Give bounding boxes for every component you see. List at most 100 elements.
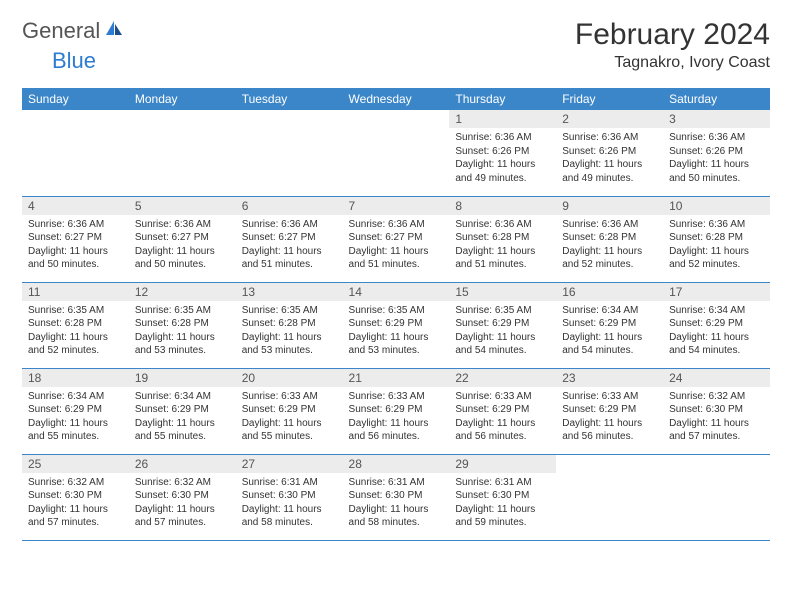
sunset-text: Sunset: 6:28 PM [562, 231, 657, 245]
daylight-text: Daylight: 11 hours and 50 minutes. [669, 158, 764, 185]
sunset-text: Sunset: 6:29 PM [455, 317, 550, 331]
calendar-row: 11Sunrise: 6:35 AMSunset: 6:28 PMDayligh… [22, 282, 770, 368]
day-number: 2 [556, 110, 663, 128]
sunset-text: Sunset: 6:27 PM [28, 231, 123, 245]
sunrise-text: Sunrise: 6:32 AM [669, 390, 764, 404]
sunrise-text: Sunrise: 6:33 AM [242, 390, 337, 404]
sunset-text: Sunset: 6:30 PM [455, 489, 550, 503]
calendar-cell: 3Sunrise: 6:36 AMSunset: 6:26 PMDaylight… [663, 110, 770, 196]
daylight-text: Daylight: 11 hours and 58 minutes. [242, 503, 337, 530]
daylight-text: Daylight: 11 hours and 54 minutes. [455, 331, 550, 358]
calendar-cell: 14Sunrise: 6:35 AMSunset: 6:29 PMDayligh… [343, 282, 450, 368]
calendar-row: 18Sunrise: 6:34 AMSunset: 6:29 PMDayligh… [22, 368, 770, 454]
sunset-text: Sunset: 6:28 PM [455, 231, 550, 245]
calendar-cell: 21Sunrise: 6:33 AMSunset: 6:29 PMDayligh… [343, 368, 450, 454]
day-number: 10 [663, 197, 770, 215]
sunrise-text: Sunrise: 6:36 AM [455, 218, 550, 232]
sunset-text: Sunset: 6:27 PM [349, 231, 444, 245]
daylight-text: Daylight: 11 hours and 56 minutes. [455, 417, 550, 444]
logo-text-general: General [22, 18, 100, 44]
calendar-row: 25Sunrise: 6:32 AMSunset: 6:30 PMDayligh… [22, 454, 770, 540]
sunrise-text: Sunrise: 6:36 AM [135, 218, 230, 232]
daylight-text: Daylight: 11 hours and 58 minutes. [349, 503, 444, 530]
day-details: Sunrise: 6:36 AMSunset: 6:26 PMDaylight:… [556, 128, 663, 188]
sunrise-text: Sunrise: 6:35 AM [242, 304, 337, 318]
calendar-cell: 25Sunrise: 6:32 AMSunset: 6:30 PMDayligh… [22, 454, 129, 540]
calendar-cell: 4Sunrise: 6:36 AMSunset: 6:27 PMDaylight… [22, 196, 129, 282]
sunrise-text: Sunrise: 6:36 AM [455, 131, 550, 145]
sunrise-text: Sunrise: 6:34 AM [669, 304, 764, 318]
daylight-text: Daylight: 11 hours and 57 minutes. [135, 503, 230, 530]
day-number: 11 [22, 283, 129, 301]
sunrise-text: Sunrise: 6:34 AM [28, 390, 123, 404]
calendar-row: 4Sunrise: 6:36 AMSunset: 6:27 PMDaylight… [22, 196, 770, 282]
sunrise-text: Sunrise: 6:32 AM [28, 476, 123, 490]
sunrise-text: Sunrise: 6:31 AM [455, 476, 550, 490]
day-number: 13 [236, 283, 343, 301]
daylight-text: Daylight: 11 hours and 59 minutes. [455, 503, 550, 530]
sunset-text: Sunset: 6:29 PM [562, 403, 657, 417]
day-details: Sunrise: 6:36 AMSunset: 6:27 PMDaylight:… [129, 215, 236, 275]
day-number: 17 [663, 283, 770, 301]
sunrise-text: Sunrise: 6:36 AM [562, 131, 657, 145]
sunset-text: Sunset: 6:29 PM [349, 317, 444, 331]
logo: General [22, 18, 126, 44]
day-number: 15 [449, 283, 556, 301]
daylight-text: Daylight: 11 hours and 50 minutes. [28, 245, 123, 272]
calendar-cell: 7Sunrise: 6:36 AMSunset: 6:27 PMDaylight… [343, 196, 450, 282]
day-details: Sunrise: 6:36 AMSunset: 6:26 PMDaylight:… [663, 128, 770, 188]
daylight-text: Daylight: 11 hours and 56 minutes. [562, 417, 657, 444]
sunrise-text: Sunrise: 6:33 AM [349, 390, 444, 404]
day-number: 14 [343, 283, 450, 301]
day-details: Sunrise: 6:34 AMSunset: 6:29 PMDaylight:… [663, 301, 770, 361]
daylight-text: Daylight: 11 hours and 52 minutes. [669, 245, 764, 272]
sunset-text: Sunset: 6:27 PM [242, 231, 337, 245]
dow-wednesday: Wednesday [343, 88, 450, 110]
day-number: 16 [556, 283, 663, 301]
calendar-cell: 12Sunrise: 6:35 AMSunset: 6:28 PMDayligh… [129, 282, 236, 368]
daylight-text: Daylight: 11 hours and 49 minutes. [455, 158, 550, 185]
day-number: 3 [663, 110, 770, 128]
sunset-text: Sunset: 6:29 PM [242, 403, 337, 417]
sunset-text: Sunset: 6:29 PM [135, 403, 230, 417]
day-details: Sunrise: 6:35 AMSunset: 6:29 PMDaylight:… [343, 301, 450, 361]
daylight-text: Daylight: 11 hours and 49 minutes. [562, 158, 657, 185]
sunrise-text: Sunrise: 6:31 AM [349, 476, 444, 490]
day-details: Sunrise: 6:36 AMSunset: 6:26 PMDaylight:… [449, 128, 556, 188]
daylight-text: Daylight: 11 hours and 57 minutes. [669, 417, 764, 444]
calendar-cell: 6Sunrise: 6:36 AMSunset: 6:27 PMDaylight… [236, 196, 343, 282]
day-details: Sunrise: 6:35 AMSunset: 6:28 PMDaylight:… [129, 301, 236, 361]
calendar-table: Sunday Monday Tuesday Wednesday Thursday… [22, 88, 770, 541]
sunrise-text: Sunrise: 6:35 AM [455, 304, 550, 318]
day-details: Sunrise: 6:36 AMSunset: 6:28 PMDaylight:… [556, 215, 663, 275]
sunset-text: Sunset: 6:29 PM [349, 403, 444, 417]
calendar-cell: 19Sunrise: 6:34 AMSunset: 6:29 PMDayligh… [129, 368, 236, 454]
sunrise-text: Sunrise: 6:34 AM [562, 304, 657, 318]
logo-sail-icon [104, 19, 124, 44]
sunset-text: Sunset: 6:28 PM [242, 317, 337, 331]
day-details: Sunrise: 6:36 AMSunset: 6:28 PMDaylight:… [449, 215, 556, 275]
sunset-text: Sunset: 6:30 PM [135, 489, 230, 503]
day-details: Sunrise: 6:35 AMSunset: 6:28 PMDaylight:… [22, 301, 129, 361]
day-number: 26 [129, 455, 236, 473]
day-details: Sunrise: 6:32 AMSunset: 6:30 PMDaylight:… [129, 473, 236, 533]
day-details: Sunrise: 6:31 AMSunset: 6:30 PMDaylight:… [343, 473, 450, 533]
calendar-cell: 5Sunrise: 6:36 AMSunset: 6:27 PMDaylight… [129, 196, 236, 282]
calendar-cell: 29Sunrise: 6:31 AMSunset: 6:30 PMDayligh… [449, 454, 556, 540]
sunrise-text: Sunrise: 6:34 AM [135, 390, 230, 404]
sunrise-text: Sunrise: 6:33 AM [562, 390, 657, 404]
day-details: Sunrise: 6:33 AMSunset: 6:29 PMDaylight:… [343, 387, 450, 447]
day-details: Sunrise: 6:36 AMSunset: 6:27 PMDaylight:… [343, 215, 450, 275]
daylight-text: Daylight: 11 hours and 55 minutes. [242, 417, 337, 444]
day-number: 19 [129, 369, 236, 387]
day-number: 12 [129, 283, 236, 301]
daylight-text: Daylight: 11 hours and 52 minutes. [28, 331, 123, 358]
daylight-text: Daylight: 11 hours and 52 minutes. [562, 245, 657, 272]
sunset-text: Sunset: 6:27 PM [135, 231, 230, 245]
calendar-cell: 22Sunrise: 6:33 AMSunset: 6:29 PMDayligh… [449, 368, 556, 454]
calendar-cell: 24Sunrise: 6:32 AMSunset: 6:30 PMDayligh… [663, 368, 770, 454]
daylight-text: Daylight: 11 hours and 53 minutes. [349, 331, 444, 358]
month-title: February 2024 [575, 18, 770, 52]
calendar-header-row: Sunday Monday Tuesday Wednesday Thursday… [22, 88, 770, 110]
daylight-text: Daylight: 11 hours and 55 minutes. [28, 417, 123, 444]
